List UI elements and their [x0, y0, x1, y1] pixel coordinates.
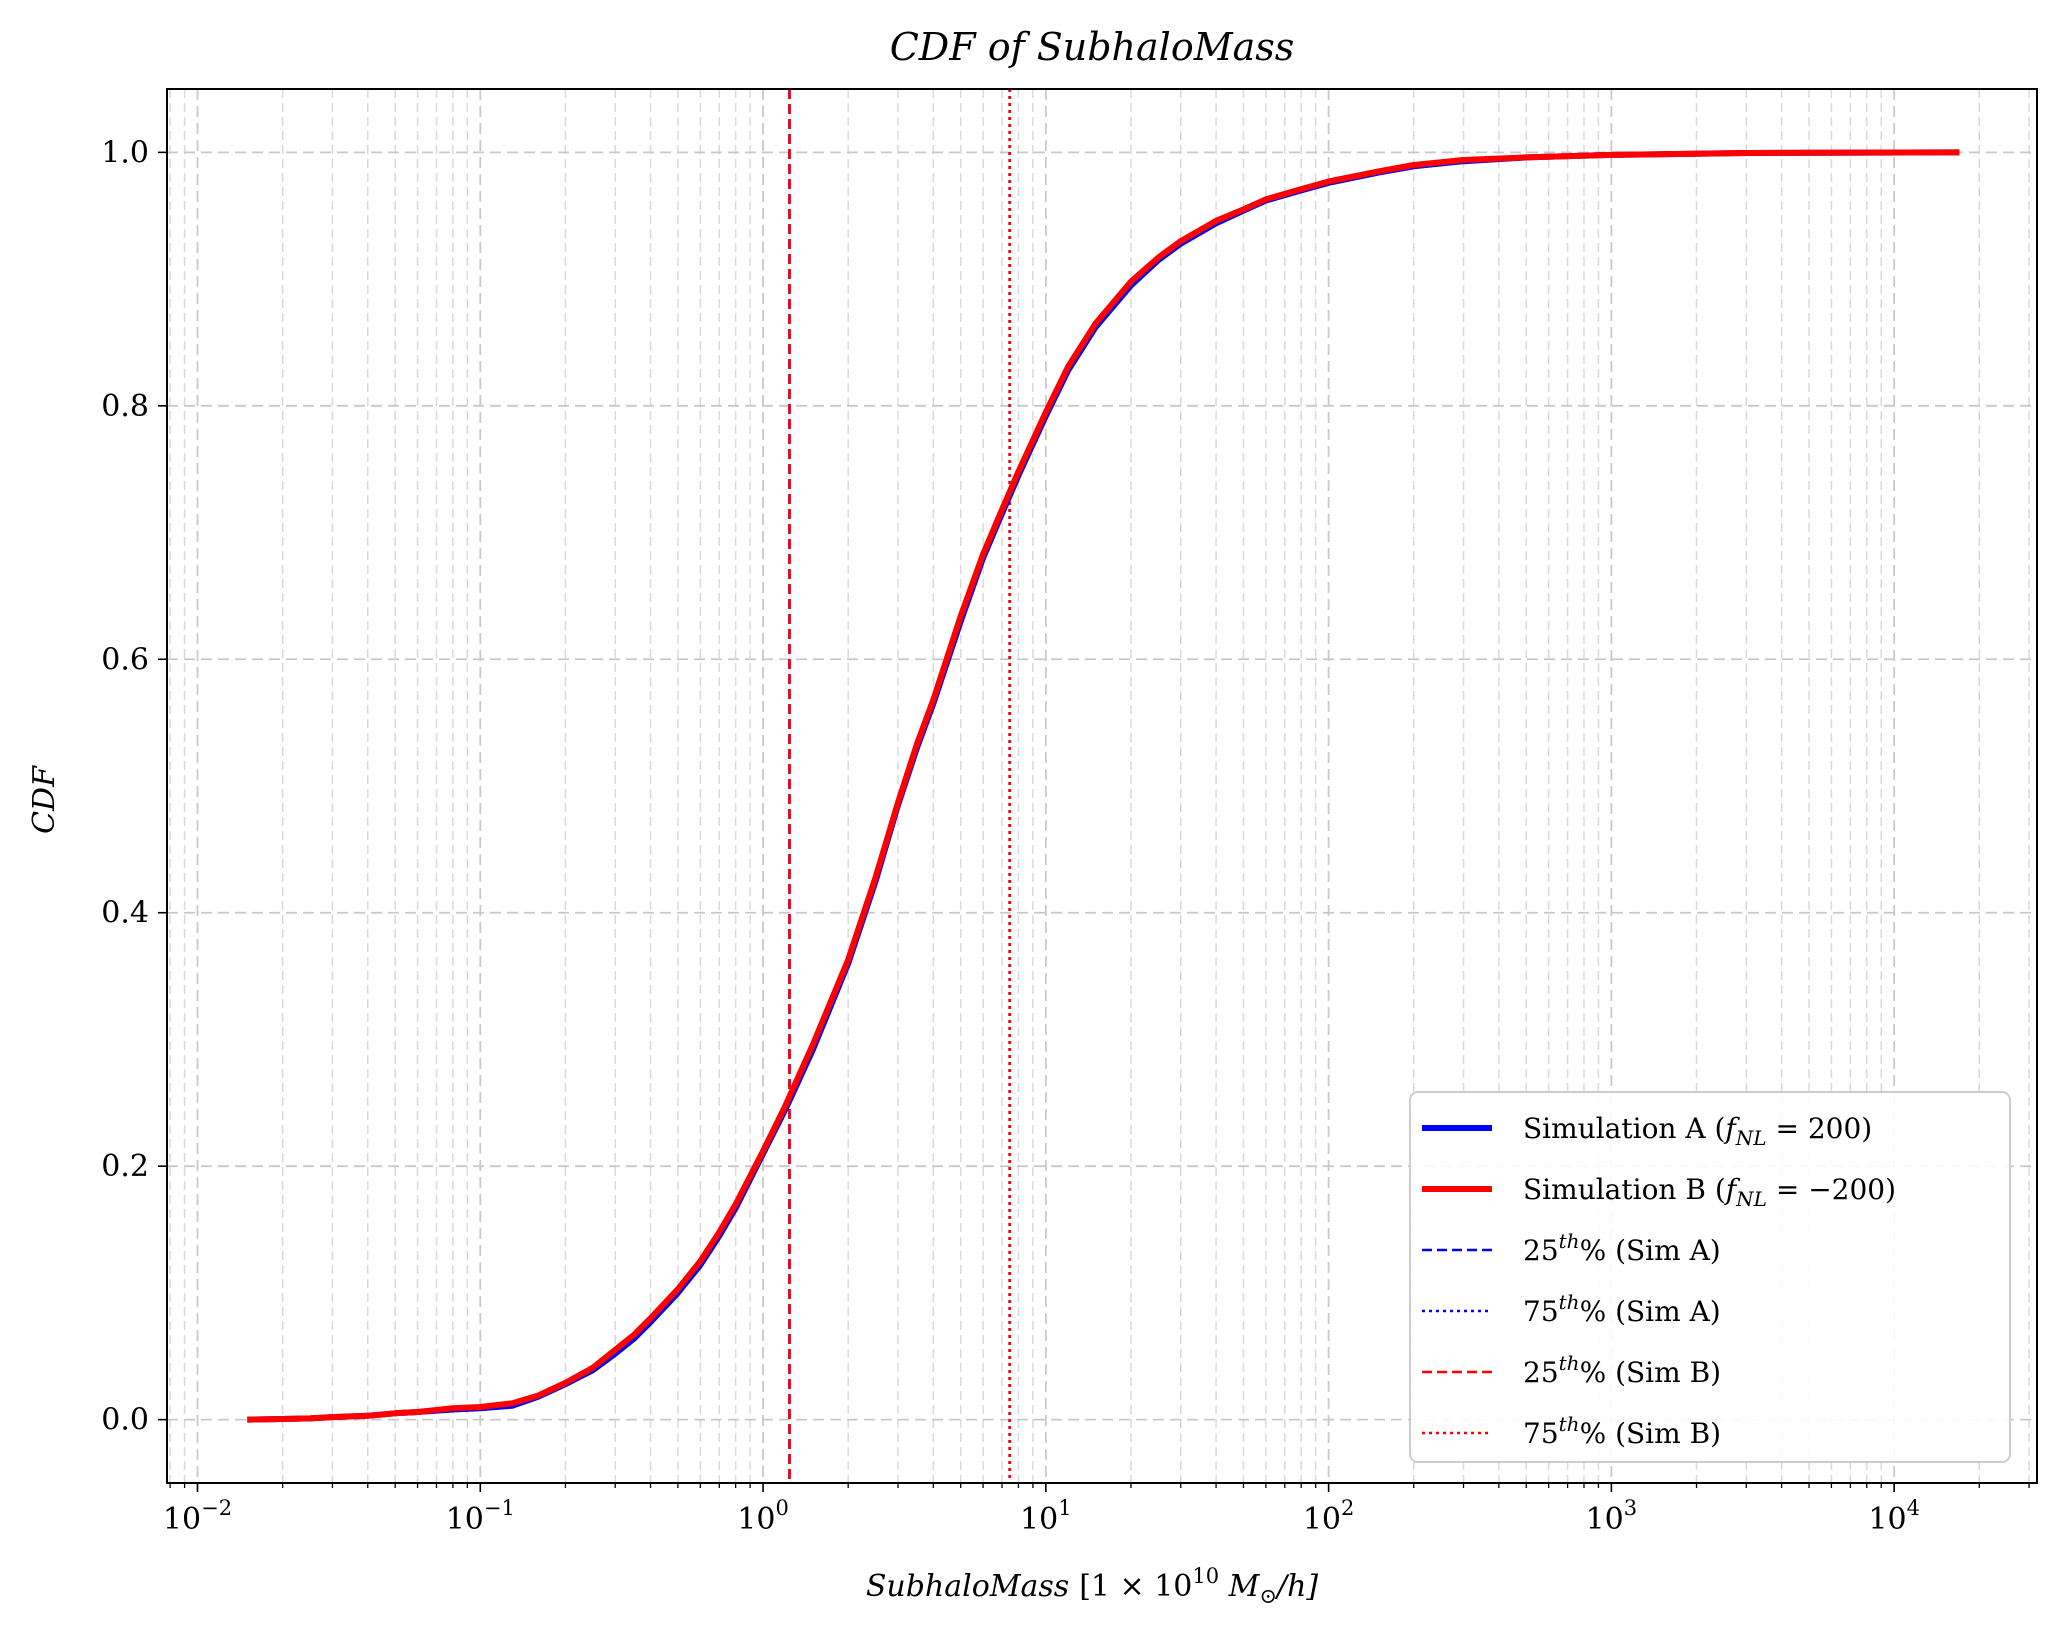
legend-box — [1409, 1091, 2011, 1463]
x-axis-label-unit-rest: M — [1219, 1569, 1261, 1604]
legend-label: 75th% (Sim A) — [1523, 1290, 1721, 1328]
series-lines — [247, 149, 1960, 1423]
x-tick-label: 10−2 — [163, 1496, 232, 1537]
legend-label-sup: th — [1559, 1290, 1580, 1314]
legend-label: 25th% (Sim A) — [1523, 1229, 1721, 1267]
legend-label-text: = 200) — [1767, 1112, 1873, 1145]
y-tick-label: 0.0 — [101, 1403, 149, 1438]
x-tick-label-exp: 1 — [1058, 1496, 1071, 1520]
legend-label-text: Simulation A ( — [1523, 1112, 1725, 1145]
legend-label-text: = −200) — [1767, 1173, 1896, 1206]
x-tick-label-exp: 2 — [1341, 1496, 1354, 1520]
legend-label: 75th% (Sim B) — [1523, 1412, 1721, 1450]
x-tick-label: 10−1 — [446, 1496, 515, 1537]
x-tick-label-base: 10 — [1586, 1502, 1624, 1537]
legend-label-sub: NL — [1735, 1187, 1767, 1211]
x-axis-label: SubhaloMass [1 × 1010 M⊙/h] — [866, 1564, 1319, 1608]
legend-label-sup: th — [1559, 1229, 1580, 1253]
x-axis-label-name: SubhaloMass — [866, 1569, 1069, 1604]
series-line-sim-b — [247, 149, 1960, 1423]
x-tick-label-base: 10 — [1868, 1502, 1906, 1537]
x-tick-label-exp: 3 — [1624, 1496, 1637, 1520]
x-tick-label-base: 10 — [1303, 1502, 1341, 1537]
x-tick-label-base: 10 — [446, 1502, 484, 1537]
x-tick-label-exp: 4 — [1907, 1496, 1920, 1520]
legend-label-text: % (Sim A) — [1580, 1295, 1721, 1328]
x-axis-label-unit-prefix: [1 × 10 — [1079, 1569, 1192, 1604]
x-axis-label-unit-sub: ⊙ — [1259, 1584, 1277, 1608]
x-axis-label-unit-exp: 10 — [1192, 1564, 1219, 1588]
legend-label-num: 75 — [1523, 1417, 1559, 1450]
legend-label-text: Simulation B ( — [1523, 1173, 1726, 1206]
legend-label-text: % (Sim A) — [1580, 1234, 1721, 1267]
legend-label-sup: th — [1559, 1351, 1580, 1375]
legend-label: 25th% (Sim B) — [1523, 1351, 1721, 1389]
legend-label-text: % (Sim B) — [1580, 1356, 1722, 1389]
x-tick-label-base: 10 — [737, 1502, 775, 1537]
x-tick-label-exp: −1 — [484, 1496, 515, 1520]
legend-label-sup: th — [1559, 1412, 1580, 1436]
y-tick-label: 0.4 — [101, 896, 149, 931]
x-tick-label-base: 10 — [163, 1502, 201, 1537]
x-tick-label-base: 10 — [1020, 1502, 1058, 1537]
chart-title: CDF of SubhaloMass — [890, 25, 1295, 69]
x-tick-label: 100 — [737, 1496, 789, 1537]
legend-label-num: 25 — [1523, 1356, 1559, 1389]
minor-gridlines — [169, 89, 2030, 1483]
legend-label: Simulation A (fNL = 200) — [1523, 1112, 1872, 1150]
x-axis-label-unit-end: /h] — [1274, 1569, 1318, 1604]
legend-label-num: 75 — [1523, 1295, 1559, 1328]
y-tick-label: 0.2 — [101, 1149, 149, 1184]
legend-label-num: 25 — [1523, 1234, 1559, 1267]
x-tick-label: 103 — [1586, 1496, 1638, 1537]
x-tick-label-exp: −2 — [201, 1496, 232, 1520]
tick-labels: 10−2 10−1 100 101 102 103 1040.00.20.40.60.81.… — [101, 135, 1920, 1537]
x-tick-label: 104 — [1868, 1496, 1920, 1537]
x-tick-label-exp: 0 — [775, 1496, 788, 1520]
y-tick-label: 0.6 — [101, 642, 149, 677]
legend: Simulation A (fNL = 200) Simulation B (fN… — [1409, 1091, 2011, 1463]
x-tick-label: 102 — [1303, 1496, 1355, 1537]
percentile-lines — [788, 89, 1011, 1483]
plot-frame — [166, 88, 2038, 1484]
y-tick-label: 1.0 — [101, 135, 149, 170]
y-tick-label: 0.8 — [101, 389, 149, 424]
legend-label-sub: NL — [1735, 1126, 1767, 1150]
x-tick-label: 101 — [1020, 1496, 1072, 1537]
legend-label-text: % (Sim B) — [1580, 1417, 1722, 1450]
axis-ticks — [158, 151, 2030, 1492]
legend-label: Simulation B (fNL = −200) — [1523, 1173, 1896, 1211]
y-axis-label: CDF — [27, 765, 62, 834]
